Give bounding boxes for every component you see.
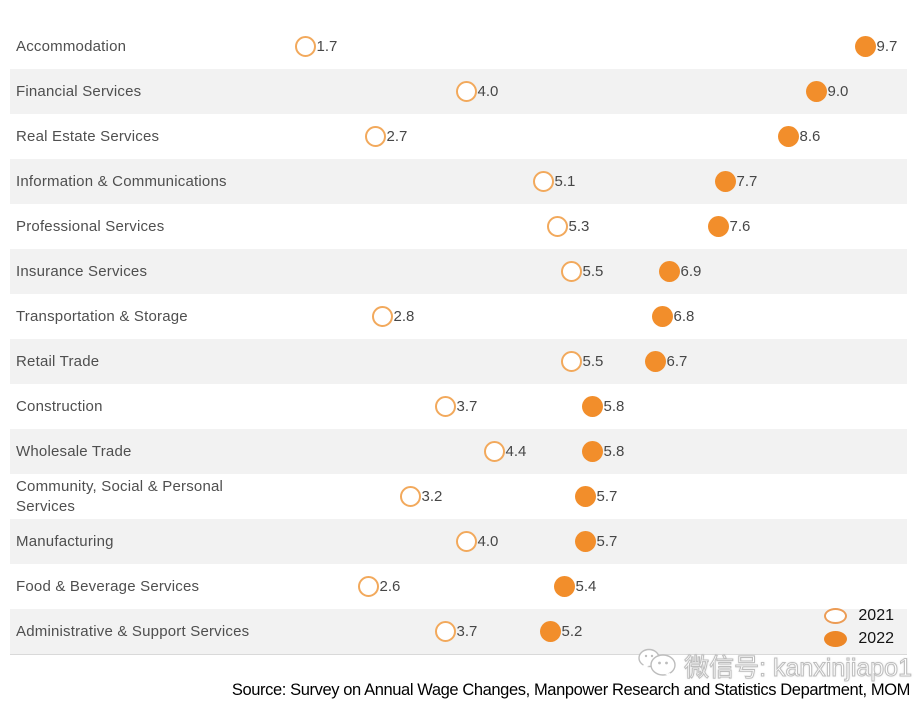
category-label: Wholesale Trade (16, 442, 132, 460)
dot-marker-2022 (539, 621, 561, 642)
value-label-2022: 5.8 (603, 443, 625, 460)
dot-marker-2021 (434, 396, 456, 417)
value-label-2021: 5.5 (582, 353, 604, 370)
value-label-2022: 5.8 (603, 398, 625, 415)
value-label-2022: 7.6 (729, 218, 751, 235)
watermark-text: 微信号: kanxinjiapo1 (684, 653, 913, 682)
chart-row: Insurance Services 5.5 6.9 (10, 249, 907, 294)
value-label-2022: 5.7 (596, 488, 618, 505)
dot-marker-2021 (455, 81, 477, 102)
value-label-2021: 2.7 (386, 128, 408, 145)
dot-marker-2022 (805, 81, 827, 102)
value-label-2021: 4.0 (477, 533, 499, 550)
category-label: Transportation & Storage (16, 307, 188, 325)
value-label-2021: 3.7 (456, 398, 478, 415)
value-label-2021: 5.1 (554, 173, 576, 190)
dot-marker-2021 (294, 36, 316, 57)
chart-row: Transportation & Storage 2.8 6.8 (10, 294, 907, 339)
chart-row: Wholesale Trade 4.4 5.8 (10, 429, 907, 474)
dot-marker-2022 (714, 171, 736, 192)
value-label-2021: 2.6 (379, 578, 401, 595)
category-label: Community, Social & Personal Services (16, 477, 224, 515)
value-label-2022: 5.4 (575, 578, 597, 595)
category-label: Administrative & Support Services (16, 622, 250, 640)
chart-row: Financial Services 4.0 9.0 (10, 69, 907, 114)
dot-marker-2021 (483, 441, 505, 462)
chart-row: Manufacturing 4.0 5.7 (10, 519, 907, 564)
dot-marker-2022 (574, 486, 596, 507)
value-label-2021: 1.7 (316, 38, 338, 55)
legend: 2021 2022 (824, 607, 894, 648)
value-label-2022: 5.7 (596, 533, 618, 550)
dot-marker-2021 (364, 126, 386, 147)
value-label-2022: 6.9 (680, 263, 702, 280)
category-label: Food & Beverage Services (16, 577, 200, 595)
category-label: Retail Trade (16, 352, 100, 370)
category-label: Accommodation (16, 37, 127, 55)
dot-marker-2021 (371, 306, 393, 327)
dot-marker-2022 (777, 126, 799, 147)
dot-marker-2022 (854, 36, 876, 57)
open-circle-icon (824, 608, 848, 624)
dot-marker-2022 (651, 306, 673, 327)
watermark: 微信号: kanxinjiapo1 (637, 645, 912, 686)
value-label-2022: 9.7 (876, 38, 898, 55)
value-label-2022: 7.7 (736, 173, 758, 190)
chart-row: Construction 3.7 5.8 (10, 384, 907, 429)
value-label-2021: 4.0 (477, 83, 499, 100)
value-label-2022: 6.8 (673, 308, 695, 325)
value-label-2022: 9.0 (827, 83, 849, 100)
value-label-2021: 2.8 (393, 308, 415, 325)
chart-row: Community, Social & Personal Services 3.2… (10, 474, 907, 519)
value-label-2022: 6.7 (666, 353, 688, 370)
legend-label: 2022 (858, 630, 894, 647)
legend-item-2021: 2021 (824, 607, 894, 625)
dot-marker-2022 (644, 351, 666, 372)
legend-label: 2021 (858, 607, 894, 624)
filled-circle-icon (824, 631, 848, 647)
value-label-2021: 3.7 (456, 623, 478, 640)
chart-row: Administrative & Support Services 3.7 5.2 (10, 609, 907, 654)
value-label-2021: 5.3 (568, 218, 590, 235)
chart-rows: Accommodation 1.7 9.7 Financial Services 4.0… (10, 24, 907, 655)
value-label-2021: 4.4 (505, 443, 527, 460)
dot-marker-2022 (574, 531, 596, 552)
legend-item-2022: 2022 (824, 630, 894, 648)
dot-marker-2022 (553, 576, 575, 597)
dot-marker-2022 (581, 441, 603, 462)
source-note: Source: Survey on Annual Wage Changes, M… (231, 681, 911, 699)
chart-row: Accommodation 1.7 9.7 (10, 24, 907, 69)
value-label-2021: 5.5 (582, 263, 604, 280)
value-label-2021: 3.2 (421, 488, 443, 505)
category-label: Information & Communications (16, 172, 227, 190)
value-label-2022: 5.2 (561, 623, 583, 640)
category-label: Insurance Services (16, 262, 148, 280)
dot-marker-2021 (434, 621, 456, 642)
chart-row: Real Estate Services 2.7 8.6 (10, 114, 907, 159)
category-label: Financial Services (16, 82, 142, 100)
chart-row: Food & Beverage Services 2.6 5.4 (10, 564, 907, 609)
chart-row: Information & Communications 5.1 7.7 (10, 159, 907, 204)
category-label: Real Estate Services (16, 127, 160, 145)
dot-marker-2021 (357, 576, 379, 597)
chart-row: Retail Trade 5.5 6.7 (10, 339, 907, 384)
dot-marker-2021 (532, 171, 554, 192)
dot-marker-2022 (707, 216, 729, 237)
value-label-2022: 8.6 (799, 128, 821, 145)
dot-marker-2021 (546, 216, 568, 237)
dot-marker-2022 (658, 261, 680, 282)
dot-marker-2021 (560, 351, 582, 372)
dot-marker-2022 (581, 396, 603, 417)
dot-marker-2021 (455, 531, 477, 552)
category-label: Professional Services (16, 217, 165, 235)
dot-marker-2021 (399, 486, 421, 507)
category-label: Construction (16, 397, 103, 415)
category-label: Manufacturing (16, 532, 114, 550)
wechat-icon (637, 645, 679, 686)
dot-marker-2021 (560, 261, 582, 282)
chart-row: Professional Services 5.3 7.6 (10, 204, 907, 249)
